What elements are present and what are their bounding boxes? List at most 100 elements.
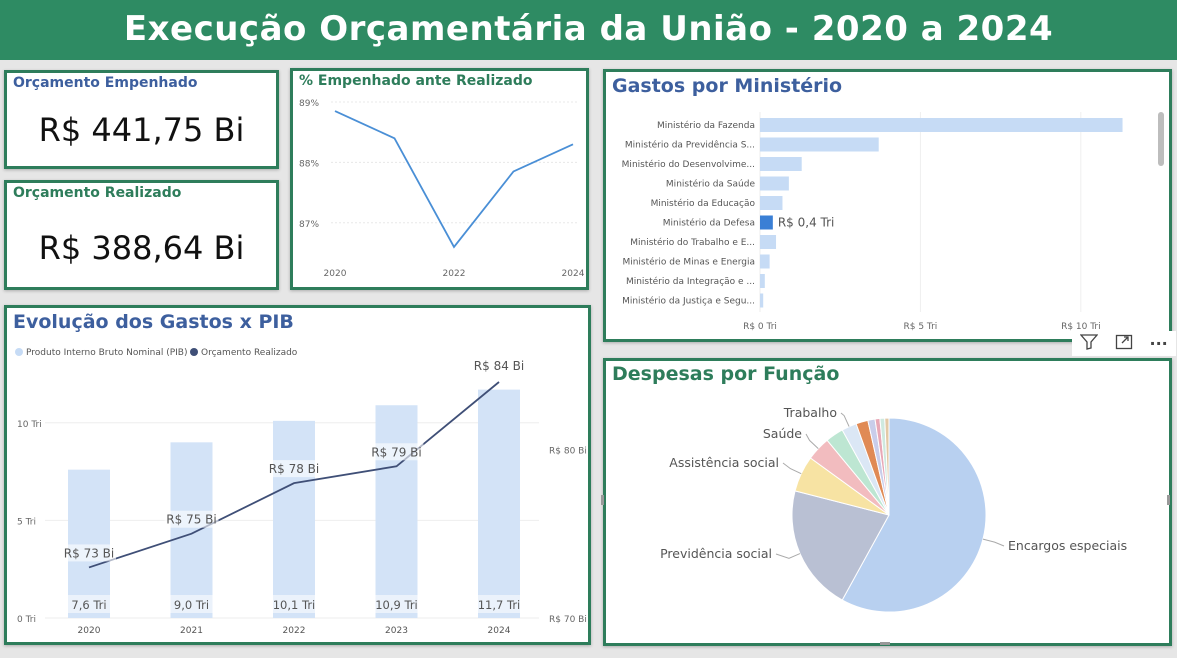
- pie-leader-line: [805, 433, 819, 449]
- orcamento-label-bg: [164, 510, 219, 528]
- pib-bar: [478, 389, 520, 618]
- bar-category-label: Ministério da Educação: [651, 198, 756, 209]
- pie-slice-label: Trabalho: [783, 405, 837, 420]
- line-y-tick-label: 88%: [299, 159, 319, 169]
- evo-x-tick-label: 2020: [78, 626, 101, 636]
- orcamento-label-bg: [369, 443, 424, 461]
- pib-bar-label-bg: [374, 595, 419, 613]
- bar-category-label: Ministério do Desenvolvime...: [622, 159, 755, 170]
- bar-highlight-label: R$ 0,4 Tri: [778, 216, 835, 230]
- resize-handle-right[interactable]: [1167, 495, 1170, 505]
- pib-bar: [68, 469, 110, 618]
- ministerio-bar: [760, 235, 777, 249]
- resize-handle-bottom[interactable]: [880, 642, 890, 645]
- kpi-card-realizado[interactable]: Orçamento Realizado R$ 388,64 Bi: [4, 180, 279, 290]
- evolucao-combo-chart: Produto Interno Bruto Nominal (PIB) Orçam…: [15, 348, 587, 636]
- pie-leader-line: [782, 462, 802, 475]
- orcamento-label: R$ 75 Bi: [166, 513, 216, 527]
- ministerio-bar: [760, 215, 773, 230]
- pib-bar-label: 10,9 Tri: [375, 598, 418, 612]
- orcamento-label: R$ 78 Bi: [269, 462, 319, 476]
- pie-slice-label: Saúde: [763, 426, 802, 441]
- line-x-tick-label: 2024: [562, 269, 585, 279]
- evolucao-chart-card[interactable]: Evolução dos Gastos x PIB Produto Intern…: [4, 305, 591, 645]
- focus-mode-icon[interactable]: [1111, 334, 1137, 354]
- ministerio-bar-chart: R$ 0 Tri R$ 5 Tri R$ 10 Tri Ministério da F…: [622, 112, 1123, 332]
- evolucao-chart-title: Evolução dos Gastos x PIB: [13, 311, 294, 333]
- pib-bar-label-bg: [169, 595, 214, 613]
- orcamento-label: R$ 79 Bi: [371, 445, 421, 459]
- ministerio-chart-title: Gastos por Ministério: [612, 75, 843, 97]
- funcao-chart-title: Despesas por Função: [612, 363, 840, 385]
- pib-bar-label: 7,6 Tri: [71, 598, 106, 612]
- resize-handle-left[interactable]: [601, 495, 604, 505]
- dashboard-title: Execução Orçamentária da União - 2020 a …: [0, 0, 1177, 60]
- funcao-chart-card[interactable]: Despesas por Função Encargos especiais Pr…: [603, 358, 1172, 646]
- line-series: [334, 110, 574, 249]
- kpi-title-realizado: Orçamento Realizado: [13, 185, 182, 201]
- ministerio-bar: [760, 196, 783, 210]
- legend-marker-orcamento: [190, 348, 198, 356]
- ministerio-bar: [760, 137, 879, 152]
- pib-bar-label: 9,0 Tri: [174, 598, 209, 612]
- pie-slice-label: Assistência social: [669, 455, 779, 470]
- pie-slice-label: Encargos especiais: [1008, 538, 1127, 553]
- line-chart-card[interactable]: % Empenhado ante Realizado 89% 88% 87% 2020…: [290, 68, 589, 290]
- line-x-tick-label: 2022: [443, 269, 466, 279]
- ministerio-bar: [760, 176, 789, 191]
- bar-category-label: Ministério do Trabalho e E...: [630, 237, 755, 248]
- kpi-value-realizado: R$ 388,64 Bi: [38, 229, 245, 267]
- line-chart-title: % Empenhado ante Realizado: [299, 73, 533, 89]
- ministerio-chart-card[interactable]: Gastos por Ministério R$ 0 Tri R$ 5 Tri R$…: [603, 69, 1172, 342]
- filter-icon[interactable]: [1076, 333, 1102, 354]
- kpi-value-empenhado: R$ 441,75 Bi: [38, 111, 245, 149]
- orcamento-label-bg: [267, 460, 321, 478]
- kpi-card-empenhado[interactable]: Orçamento Empenhado R$ 441,75 Bi: [4, 70, 279, 169]
- evo-y-right-tick-label: R$ 80 Bi: [549, 446, 587, 456]
- orcamento-label: R$ 73 Bi: [64, 546, 114, 560]
- pib-bar: [273, 420, 315, 618]
- bar-x-tick-label: R$ 10 Tri: [1061, 322, 1101, 332]
- ministerio-bar: [760, 157, 802, 171]
- evo-y-left-tick-label: 10 Tri: [17, 420, 42, 430]
- pie-leader-line: [982, 538, 1005, 547]
- orcamento-label: R$ 84 Bi: [474, 359, 524, 373]
- pib-bar-label-bg: [67, 595, 111, 613]
- visual-header-toolbar: ···: [1072, 331, 1176, 356]
- pib-bar-label: 11,7 Tri: [478, 598, 521, 612]
- line-y-tick-label: 89%: [299, 99, 319, 109]
- evo-y-left-tick-label: 0 Tri: [17, 615, 36, 625]
- evo-x-tick-label: 2024: [488, 626, 511, 636]
- ministerio-bar: [760, 118, 1123, 132]
- evo-x-tick-label: 2022: [283, 626, 306, 636]
- ministerio-bar: [760, 254, 770, 269]
- bar-category-label: Ministério de Minas e Energia: [622, 257, 755, 268]
- bar-category-label: Ministério da Saúde: [666, 179, 756, 190]
- bar-category-label: Ministério da Justiça e Segu...: [622, 296, 755, 307]
- pib-bar-label-bg: [272, 595, 316, 613]
- pie-leader-line: [840, 412, 850, 427]
- line-chart: 89% 88% 87% 2020 2022 2024: [299, 99, 585, 279]
- line-x-tick-label: 2020: [324, 269, 347, 279]
- ministerio-bar: [760, 293, 764, 308]
- legend-label-pib: Produto Interno Bruto Nominal (PIB): [26, 348, 187, 358]
- vertical-scrollbar[interactable]: [1158, 112, 1164, 166]
- pie-slice: [884, 417, 890, 516]
- kpi-title-empenhado: Orçamento Empenhado: [13, 75, 198, 91]
- orcamento-label-bg: [62, 544, 116, 562]
- more-options-icon[interactable]: ···: [1149, 334, 1168, 353]
- bar-category-label: Ministério da Previdência S...: [625, 140, 755, 151]
- bar-x-tick-label: R$ 0 Tri: [743, 322, 777, 332]
- bar-category-label: Ministério da Integração e ...: [626, 276, 755, 287]
- ministerio-bar: [760, 274, 765, 288]
- bar-category-label: Ministério da Defesa: [663, 218, 755, 229]
- pib-bar: [170, 442, 213, 618]
- line-y-tick-label: 87%: [299, 220, 319, 230]
- legend-label-orcamento: Orçamento Realizado: [201, 348, 298, 358]
- bar-category-label: Ministério da Fazenda: [657, 120, 755, 131]
- pib-bar-label: 10,1 Tri: [273, 598, 316, 612]
- pie-leader-line: [775, 553, 801, 559]
- pie-slice: [841, 417, 987, 613]
- evo-x-tick-label: 2023: [385, 626, 408, 636]
- evo-y-left-tick-label: 5 Tri: [17, 517, 36, 527]
